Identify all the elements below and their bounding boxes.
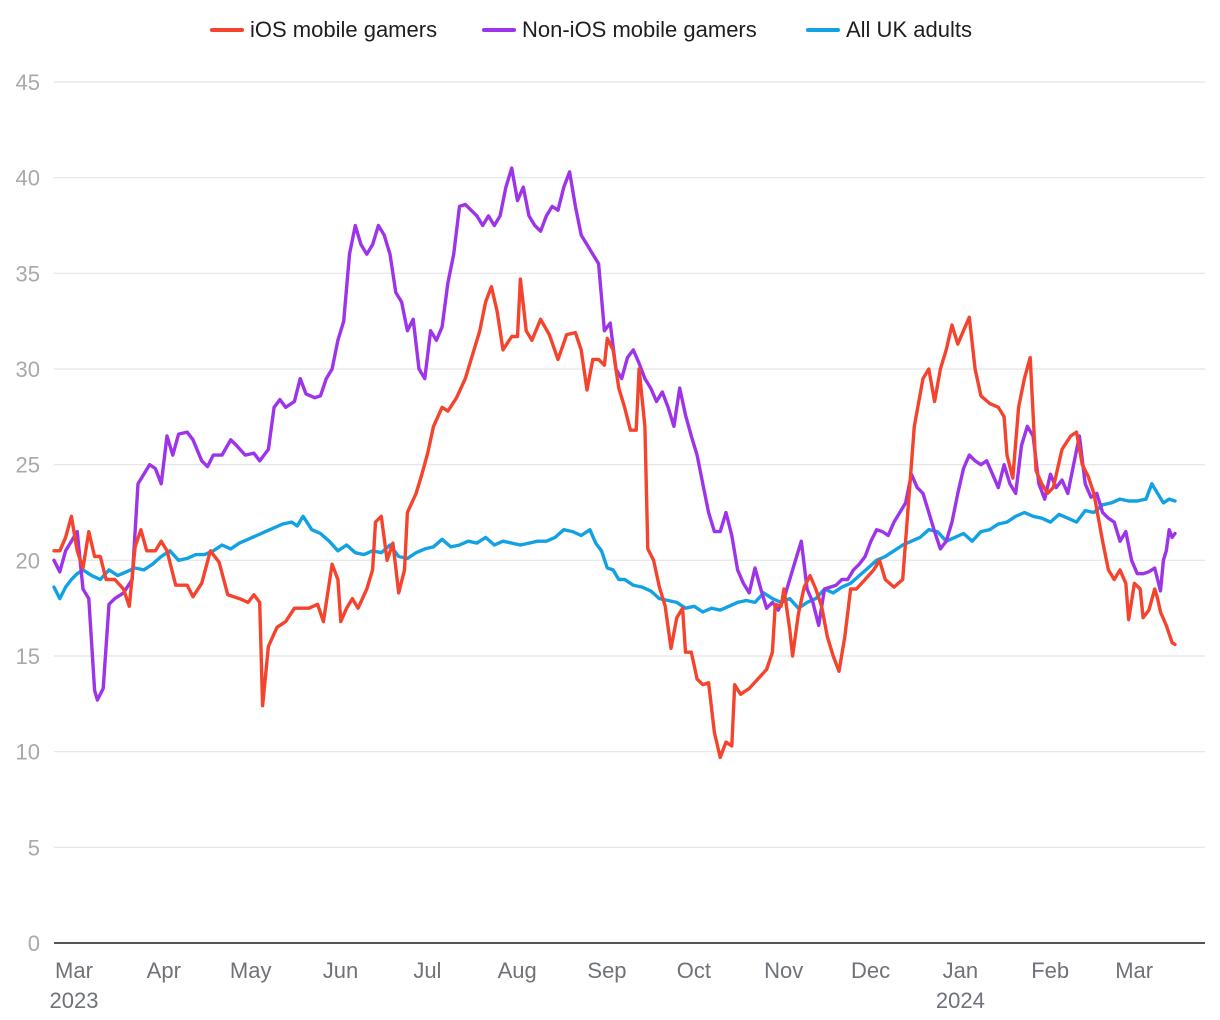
y-tick-label: 35 (16, 261, 40, 286)
x-tick-label: Sep (587, 958, 626, 983)
x-tick-sublabel: 2023 (50, 988, 99, 1013)
legend-item-non-ios-mobile-gamers: Non-iOS mobile gamers (482, 17, 757, 42)
y-tick-label: 45 (16, 70, 40, 95)
x-axis: Mar 2023 Apr May Jun Jul Aug Sep Oct Nov Dec Jan 202… (50, 942, 1205, 1013)
x-tick-label: May (230, 958, 272, 983)
x-tick-label: Mar (1115, 958, 1153, 983)
y-axis: 0 5 10 15 20 25 30 35 40 45 (16, 70, 40, 956)
legend-item-ios-mobile-gamers: iOS mobile gamers (210, 17, 437, 42)
y-tick-label: 0 (28, 931, 40, 956)
x-tick-label: Oct (677, 958, 711, 983)
series-line-non-ios-mobile-gamers (52, 166, 1177, 702)
series-lines (52, 166, 1177, 760)
x-tick-label: Jun (323, 958, 358, 983)
x-tick-label: Feb (1031, 958, 1069, 983)
legend-label: Non-iOS mobile gamers (522, 17, 757, 42)
y-tick-label: 10 (16, 740, 40, 765)
chart-legend: iOS mobile gamers Non-iOS mobile gamers Al… (210, 17, 972, 42)
x-tick-sublabel: 2024 (936, 988, 985, 1013)
legend-item-all-uk-adults: All UK adults (806, 17, 972, 42)
grid-lines (54, 81, 1205, 848)
y-tick-label: 25 (16, 453, 40, 478)
y-tick-label: 20 (16, 548, 40, 573)
series-line-all-uk-adults (52, 482, 1177, 614)
x-tick-label: Nov (764, 958, 803, 983)
x-tick-label: Jan (943, 958, 978, 983)
y-tick-label: 5 (28, 835, 40, 860)
legend-label: iOS mobile gamers (250, 17, 437, 42)
y-tick-label: 15 (16, 644, 40, 669)
x-tick-label: Dec (851, 958, 890, 983)
series-line-ios-mobile-gamers (52, 277, 1177, 760)
legend-label: All UK adults (846, 17, 972, 42)
y-tick-label: 40 (16, 166, 40, 191)
y-tick-label: 30 (16, 357, 40, 382)
x-tick-label: Aug (498, 958, 537, 983)
x-tick-label: Mar (55, 958, 93, 983)
x-tick-label: Apr (147, 958, 181, 983)
x-tick-label: Jul (413, 958, 441, 983)
